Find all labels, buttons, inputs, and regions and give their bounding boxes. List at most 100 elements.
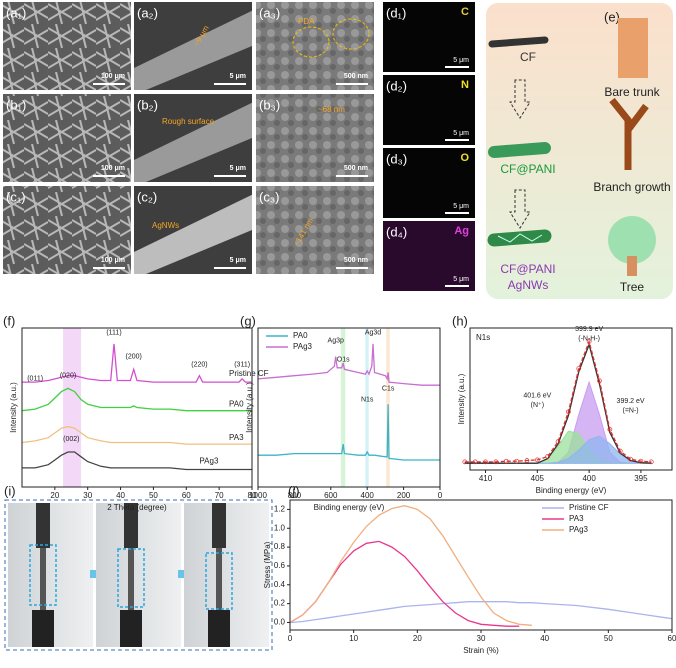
panel-label: (c₁) xyxy=(6,189,26,204)
x-tick-label: 40 xyxy=(540,634,549,643)
x-tick-label: 1000 xyxy=(249,491,267,500)
fiber xyxy=(488,142,551,158)
scheme-text: AgNWs xyxy=(508,278,549,292)
data-point xyxy=(648,459,654,465)
scale-text: 5 μm xyxy=(453,130,469,137)
sample xyxy=(128,548,134,610)
annotation: Rough surface xyxy=(162,117,215,126)
x-tick-label: 600 xyxy=(324,491,338,500)
clamp xyxy=(208,610,230,647)
annotation: 399.2 eV xyxy=(617,398,645,405)
y-tick-label: 1.2 xyxy=(274,505,286,514)
scheme-text: Tree xyxy=(620,280,645,294)
x-axis-label: Binding energy (eV) xyxy=(536,486,607,495)
panel-label: (a₃) xyxy=(259,5,280,20)
plot-frame xyxy=(289,499,673,631)
panel-label: (b₁) xyxy=(6,97,26,112)
fiber xyxy=(134,102,252,182)
panel-label: (b₂) xyxy=(137,97,158,112)
x-tick-label: 60 xyxy=(182,491,191,500)
annotation: (=N-) xyxy=(622,407,638,414)
plot-frame xyxy=(21,327,253,488)
data-point xyxy=(638,458,644,464)
trunk-icon xyxy=(618,18,648,78)
element: N xyxy=(461,79,469,91)
panel-label: (h) xyxy=(452,313,468,328)
scheme-text: CF@PANI xyxy=(500,262,555,276)
scheme-text: Bare trunk xyxy=(604,85,660,99)
annotation: 401.6 eV xyxy=(523,392,551,399)
x-axis-label: Binding energy (eV) xyxy=(314,503,385,512)
annotation: (111) xyxy=(106,330,121,337)
annotation: (020) xyxy=(60,373,76,380)
data-point xyxy=(462,459,468,465)
y-axis-label: Stress (MPa) xyxy=(263,541,272,588)
band xyxy=(365,328,369,487)
legend-label: PA3 xyxy=(569,514,584,523)
plot-frame xyxy=(257,327,441,488)
series-line xyxy=(289,540,520,627)
data-point xyxy=(503,458,509,464)
sem-image xyxy=(256,2,374,90)
data-point xyxy=(472,459,478,465)
panel-label: (g) xyxy=(240,313,256,328)
series-line xyxy=(22,451,252,471)
x-tick-label: 50 xyxy=(149,491,158,500)
eds-map xyxy=(383,148,475,218)
series-label: PAg3 xyxy=(199,457,219,466)
x-tick-label: 200 xyxy=(397,491,411,500)
data-point xyxy=(586,339,592,344)
scale-text: 100 μm xyxy=(101,73,125,80)
annotation: ~68 nm xyxy=(318,105,345,114)
series-line xyxy=(258,404,440,461)
eds-map xyxy=(383,2,475,72)
highlight xyxy=(205,552,233,610)
branch-icon xyxy=(609,97,649,170)
sem-image xyxy=(3,2,131,90)
series-line xyxy=(21,387,252,412)
data-point xyxy=(607,427,613,432)
sem-image xyxy=(256,186,374,274)
series-line xyxy=(257,343,440,386)
nanowires xyxy=(497,233,543,243)
scheme-text: Branch growth xyxy=(593,180,670,194)
series-label: Pristine CF xyxy=(229,369,269,378)
panel-label: (i) xyxy=(4,483,16,498)
data-point xyxy=(493,459,499,465)
y-tick-label: 0.2 xyxy=(274,599,286,608)
y-axis-label: Intensity (a.u.) xyxy=(9,382,18,433)
series-line xyxy=(289,601,673,624)
panel-label: (e) xyxy=(604,9,620,24)
panel-label: (d₁) xyxy=(386,5,406,20)
scale-text: 100 μm xyxy=(101,165,125,172)
series-line xyxy=(22,343,252,383)
x-tick-label: 395 xyxy=(634,474,648,483)
fiber xyxy=(134,10,252,90)
clamp xyxy=(124,503,138,548)
data-point xyxy=(566,409,571,415)
data-point xyxy=(545,454,551,459)
annotation: (311) xyxy=(234,361,250,368)
panel-label: (b₃) xyxy=(259,97,280,112)
panel-label: (d₄) xyxy=(386,224,407,239)
legend-label: PAg3 xyxy=(293,342,313,351)
x-tick-label: 405 xyxy=(531,474,545,483)
eds-map xyxy=(383,221,475,291)
series-label: PA3 xyxy=(229,433,244,442)
data-point xyxy=(576,366,582,371)
data-point xyxy=(514,458,519,464)
arrow xyxy=(509,79,531,119)
annotation: (011) xyxy=(27,376,43,383)
scale-text: 500 nm xyxy=(344,257,368,264)
x-tick-label: 410 xyxy=(479,474,493,483)
x-tick-label: 80 xyxy=(248,491,257,500)
panel-label: (j) xyxy=(288,483,300,498)
scale-text: 5 μm xyxy=(453,203,469,210)
y-tick-label: 0.6 xyxy=(274,561,286,570)
arrow xyxy=(509,189,531,229)
annotation: Ag3d xyxy=(365,330,381,337)
x-tick-label: 70 xyxy=(215,491,224,500)
x-axis-label: 2 Theta (degree) xyxy=(107,503,167,512)
legend-label: PAg3 xyxy=(569,525,589,534)
